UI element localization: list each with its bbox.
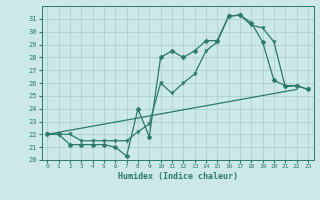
X-axis label: Humidex (Indice chaleur): Humidex (Indice chaleur) [118, 172, 237, 181]
